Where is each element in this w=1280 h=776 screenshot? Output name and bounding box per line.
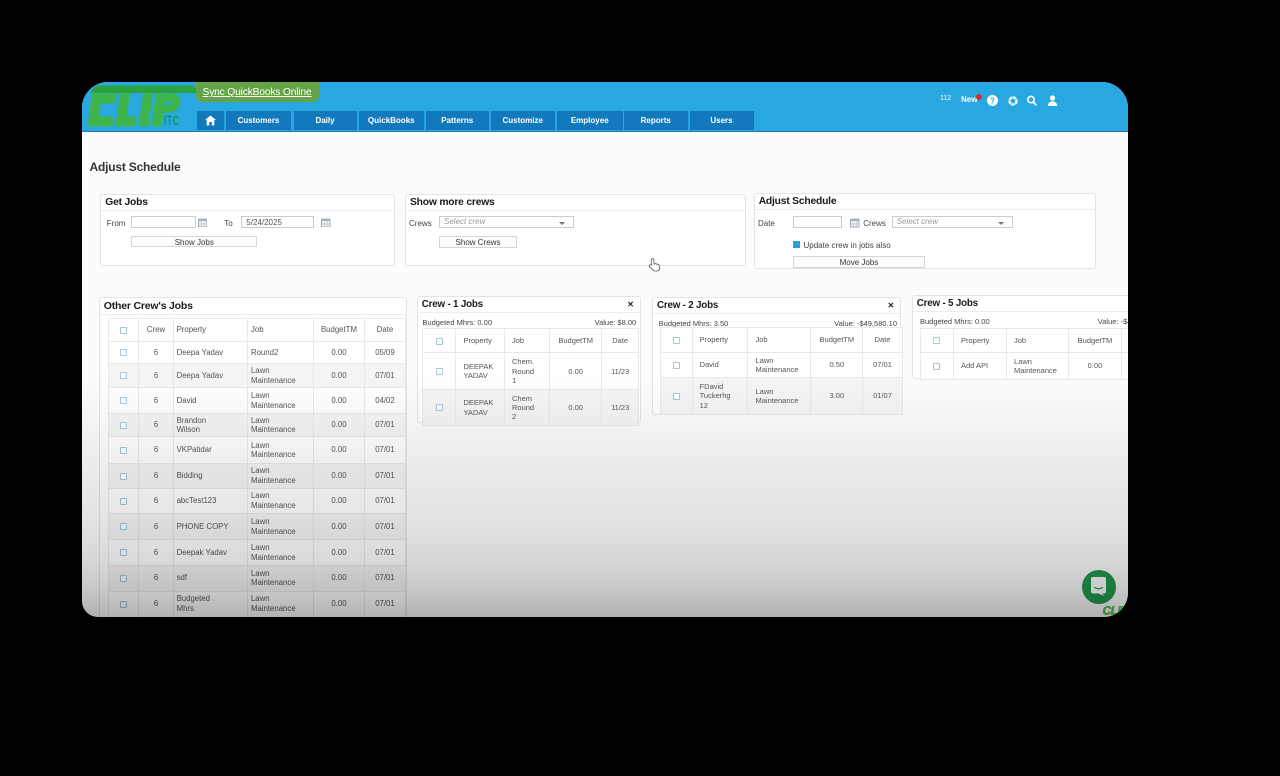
svg-text:?: ? xyxy=(990,96,995,105)
svg-text:CLIP: CLIP xyxy=(1101,604,1128,616)
svg-text:ITC: ITC xyxy=(164,112,179,129)
